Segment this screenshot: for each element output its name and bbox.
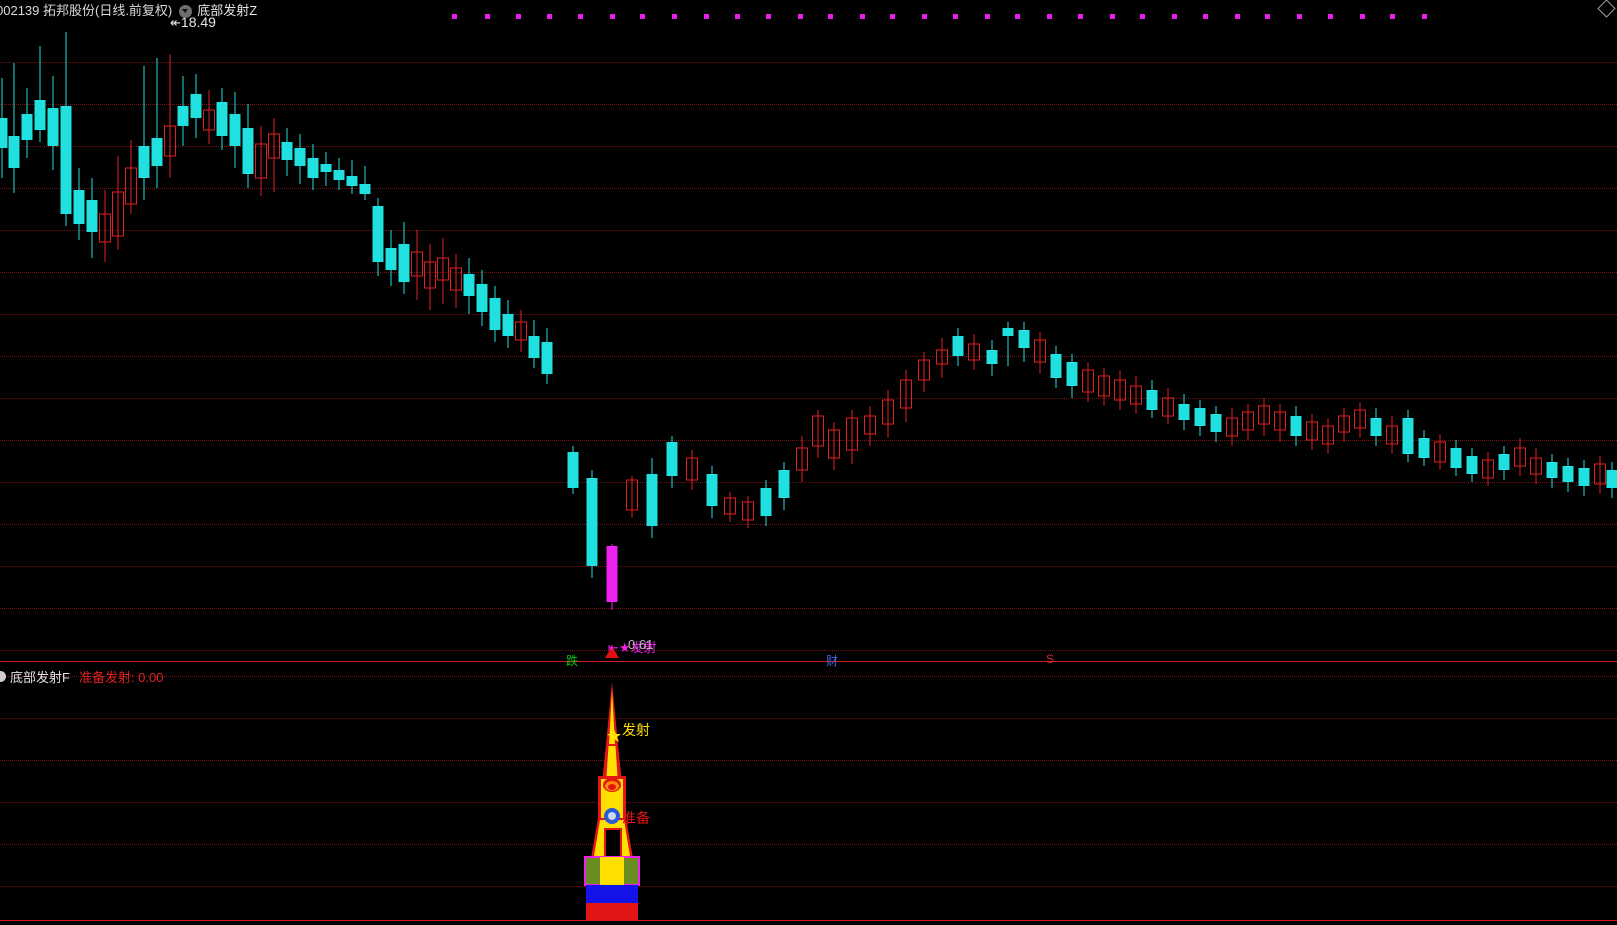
signal-tick bbox=[516, 14, 521, 19]
signal-tick bbox=[1422, 14, 1427, 19]
signal-tick bbox=[985, 14, 990, 19]
signal-annotation-value: 0.61 bbox=[628, 637, 654, 652]
signal-tick bbox=[860, 14, 865, 19]
candlestick-series bbox=[0, 32, 1617, 610]
prepare-label: 准备 bbox=[622, 808, 650, 828]
signal-tick bbox=[640, 14, 645, 19]
signal-tick bbox=[735, 14, 740, 19]
price-arrow-icon: ↞ bbox=[170, 15, 181, 30]
signal-tick bbox=[1390, 14, 1395, 19]
signal-tick bbox=[1140, 14, 1145, 19]
gridline bbox=[0, 886, 1617, 887]
prepare-label-text: 准备 bbox=[622, 810, 650, 826]
gridline bbox=[0, 440, 1617, 441]
signal-tick bbox=[610, 14, 615, 19]
gridline bbox=[0, 146, 1617, 147]
signal-tick bbox=[1328, 14, 1333, 19]
signal-tick bbox=[1015, 14, 1020, 19]
signal-tick bbox=[1203, 14, 1208, 19]
gridline bbox=[0, 844, 1617, 845]
rocket-graphic bbox=[584, 682, 640, 921]
signal-tick bbox=[828, 14, 833, 19]
signal-tick bbox=[798, 14, 803, 19]
main-pane-baseline bbox=[0, 661, 1617, 662]
signal-tick bbox=[672, 14, 677, 19]
signal-tick bbox=[1110, 14, 1115, 19]
signal-tick bbox=[578, 14, 583, 19]
signal-tick bbox=[922, 14, 927, 19]
gridline bbox=[0, 398, 1617, 399]
price-tag-value: 18.49 bbox=[180, 14, 216, 30]
sub-pane-header: 底部发射F 准备发射: 0.00 bbox=[0, 668, 164, 685]
signal-tick bbox=[452, 14, 457, 19]
gridline bbox=[0, 566, 1617, 567]
gridline bbox=[0, 272, 1617, 273]
gridline bbox=[0, 608, 1617, 609]
signal-tick bbox=[766, 14, 771, 19]
chevron-down-icon[interactable] bbox=[179, 4, 193, 18]
gridline bbox=[0, 676, 1617, 677]
bottom-indicator-pane[interactable]: 底部发射F 准备发射: 0.00 bbox=[0, 668, 1617, 925]
main-price-pane[interactable] bbox=[0, 18, 1617, 663]
gridline bbox=[0, 718, 1617, 719]
gridline bbox=[0, 230, 1617, 231]
indicator-name-label[interactable]: 底部发射Z bbox=[197, 2, 258, 18]
axis-marker: S bbox=[1046, 652, 1055, 666]
sub-indicator-title[interactable]: 底部发射F bbox=[10, 669, 70, 685]
signal-tick bbox=[953, 14, 958, 19]
gridline bbox=[0, 650, 1617, 651]
signal-arrow-icon: ⇤★ bbox=[608, 640, 631, 655]
sub-pane-baseline bbox=[0, 920, 1617, 921]
launch-label: 发射 bbox=[622, 720, 650, 740]
signal-tick bbox=[1265, 14, 1270, 19]
signal-tick bbox=[1235, 14, 1240, 19]
gridline bbox=[0, 62, 1617, 63]
signal-tick bbox=[547, 14, 552, 19]
signal-tick bbox=[1172, 14, 1177, 19]
signal-tick bbox=[890, 14, 895, 19]
axis-marker: 跌 bbox=[566, 654, 579, 668]
price-tag: ↞18.49 bbox=[170, 14, 216, 31]
signal-annotation-label: 发射 bbox=[630, 640, 657, 655]
signal-tick bbox=[1047, 14, 1052, 19]
signal-tick bbox=[704, 14, 709, 19]
signal-tick bbox=[1360, 14, 1365, 19]
gridline bbox=[0, 482, 1617, 483]
gridline bbox=[0, 760, 1617, 761]
signal-tick bbox=[485, 14, 490, 19]
gridline bbox=[0, 104, 1617, 105]
gridline bbox=[0, 356, 1617, 357]
gridline bbox=[0, 524, 1617, 525]
sub-indicator-value: 准备发射: 0.00 bbox=[78, 669, 164, 685]
signal-annotation: ⇤★发射 bbox=[608, 637, 657, 656]
axis-marker: 财 bbox=[826, 654, 839, 668]
indicator-bullet-icon bbox=[0, 670, 6, 682]
gridline bbox=[0, 188, 1617, 189]
signal-tick bbox=[1078, 14, 1083, 19]
stock-title: 002139 拓邦股份(日线.前复权) bbox=[0, 2, 173, 18]
gridline bbox=[0, 314, 1617, 315]
signal-tick bbox=[1297, 14, 1302, 19]
launch-label-text: 发射 bbox=[622, 722, 650, 738]
gridline bbox=[0, 802, 1617, 803]
chart-header: 002139 拓邦股份(日线.前复权) 底部发射Z bbox=[0, 0, 1617, 18]
